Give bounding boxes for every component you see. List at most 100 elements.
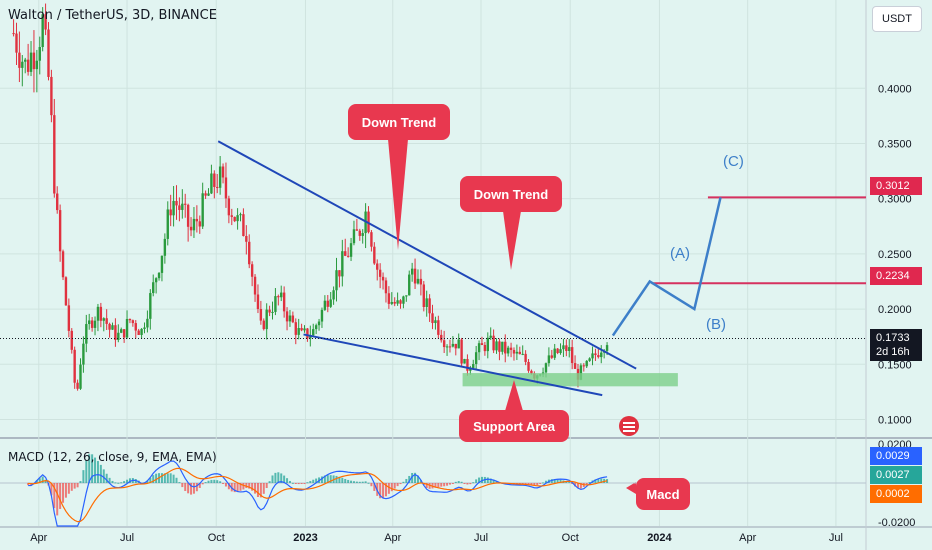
- macd-histogram-bar: [248, 483, 251, 489]
- candle-body: [239, 214, 242, 216]
- bubble-pointer-1: [388, 139, 408, 250]
- candle-body: [291, 315, 295, 323]
- candle-body: [378, 269, 382, 277]
- candle-body: [218, 166, 222, 188]
- candle-body: [198, 221, 201, 227]
- candle-body: [448, 346, 452, 348]
- macd-histogram-bar: [192, 483, 195, 494]
- candle-body: [169, 209, 172, 216]
- candle-body: [352, 229, 356, 244]
- macd-histogram-bar: [306, 482, 309, 484]
- macd-histogram-bar: [457, 481, 460, 483]
- candle-body: [26, 59, 30, 72]
- candle-body: [457, 339, 460, 349]
- macd-histogram-bar: [245, 483, 248, 489]
- macd-histogram-bar: [585, 483, 588, 485]
- candle-body: [216, 186, 219, 188]
- candle-body: [41, 14, 44, 48]
- macd-histogram-bar: [181, 483, 184, 488]
- candle-body: [393, 301, 396, 304]
- macd-histogram-bar: [553, 479, 556, 483]
- candle-body: [492, 335, 495, 351]
- candle-body: [297, 328, 300, 335]
- candle-body: [253, 276, 257, 295]
- macd-histogram-bar: [393, 483, 396, 489]
- candle-body: [416, 278, 420, 284]
- candle-body: [512, 349, 516, 354]
- candle-body: [489, 335, 492, 338]
- macd-histogram-bar: [114, 482, 117, 484]
- x-tick-label: Oct: [562, 532, 579, 544]
- bubble-pointer-3: [505, 380, 523, 411]
- support-zone: [462, 373, 678, 387]
- macd-histogram-bar: [396, 483, 399, 487]
- candle-body: [122, 329, 126, 338]
- candle-body: [186, 204, 190, 227]
- macd-histogram-bar: [350, 480, 353, 483]
- candle-body: [486, 337, 489, 352]
- macd-histogram-bar: [475, 479, 478, 483]
- macd-histogram-bar: [472, 482, 475, 484]
- candle-body: [128, 318, 132, 321]
- candle-body: [102, 318, 105, 321]
- candle-body: [498, 341, 501, 352]
- macd-histogram-bar: [384, 483, 387, 497]
- macd-histogram-bar: [594, 479, 597, 483]
- wave-c-label: (C): [723, 153, 744, 170]
- y-tick-label: 0.3500: [878, 138, 912, 150]
- candle-body: [67, 305, 71, 331]
- candle-body: [440, 334, 443, 341]
- candle-body: [556, 348, 559, 354]
- candle-body: [402, 296, 405, 304]
- macd-histogram-bar: [478, 477, 481, 483]
- macd-histogram-value: 0.0029: [870, 447, 922, 465]
- macd-histogram-bar: [527, 483, 530, 485]
- macd-histogram-bar: [163, 473, 166, 483]
- candle-body: [29, 52, 33, 72]
- macd-histogram-bar: [105, 473, 108, 483]
- candle-body: [256, 294, 260, 309]
- macd-histogram-bar: [425, 483, 428, 489]
- candle-body: [530, 370, 533, 374]
- macd-histogram-bar: [338, 476, 341, 483]
- candle-body: [44, 14, 47, 30]
- macd-histogram-bar: [460, 481, 463, 483]
- macd-histogram-bar: [56, 483, 59, 516]
- candle-body: [442, 340, 446, 348]
- macd-histogram-bar: [251, 483, 254, 491]
- candle-body: [346, 255, 350, 257]
- candle-body: [53, 115, 56, 194]
- wave-a-label: (A): [670, 245, 690, 262]
- macd-histogram-bar: [195, 483, 198, 492]
- candle-body: [434, 320, 437, 324]
- candle-body: [248, 241, 251, 265]
- countdown-value: 2d 16h: [876, 346, 910, 358]
- candle-body: [413, 268, 417, 284]
- flag-stripe: [623, 430, 635, 432]
- candle-body: [79, 364, 82, 389]
- candle-body: [21, 61, 24, 68]
- macd-histogram-bar: [414, 472, 417, 483]
- candle-body: [573, 363, 577, 369]
- macd-histogram-bar: [222, 483, 225, 484]
- macd-histogram-bar: [347, 479, 350, 483]
- macd-histogram-bar: [387, 483, 390, 494]
- macd-histogram-bar: [233, 483, 236, 493]
- candle-body: [213, 173, 216, 187]
- candle-body: [480, 343, 484, 345]
- macd-histogram-bar: [443, 483, 446, 487]
- candle-body: [38, 47, 41, 61]
- macd-histogram-bar: [120, 482, 123, 484]
- candle-body: [597, 355, 600, 358]
- currency-button[interactable]: USDT: [872, 6, 922, 32]
- x-tick-label: Apr: [384, 532, 401, 544]
- candle-body: [245, 235, 248, 242]
- macd-histogram-bar: [265, 483, 268, 489]
- y-tick-label: 0.3000: [878, 194, 912, 206]
- candle-body: [515, 351, 519, 354]
- macd-histogram-bar: [88, 454, 91, 483]
- macd-histogram-bar: [175, 477, 178, 483]
- candle-body: [303, 328, 306, 331]
- candle-body: [317, 321, 321, 326]
